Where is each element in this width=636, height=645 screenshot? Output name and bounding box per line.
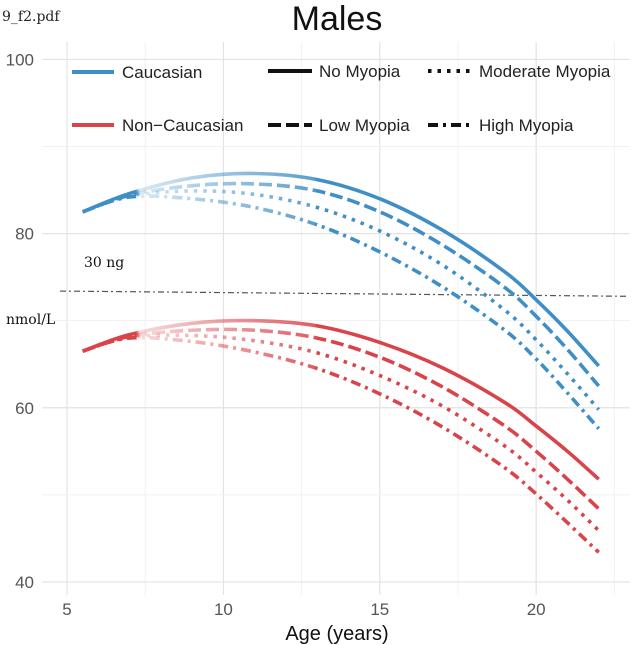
series-line-caucasian-low-myopia — [82, 181, 601, 388]
series-line-non-caucasian-moderate-myopia — [82, 333, 600, 532]
reference-line-group — [59, 290, 629, 297]
y-tick-label: 80 — [15, 225, 34, 244]
x-tick-label: 10 — [214, 600, 233, 619]
legend-label-caucasian: Caucasian — [122, 63, 202, 82]
legend: Caucasian Non−Caucasian No Myopia Low My… — [72, 62, 611, 135]
axes: 5 10 15 20 40 60 80 100 — [6, 50, 546, 619]
x-axis-title: Age (years) — [285, 623, 388, 645]
legend-label-moderate-myopia: Moderate Myopia — [479, 62, 611, 81]
series-line-caucasian-moderate-myopia — [82, 189, 601, 411]
y-unit-label: nmol/L — [6, 312, 55, 328]
reference-line — [59, 290, 629, 297]
series-line-non-caucasian-low-myopia — [82, 327, 600, 511]
series-line-non-caucasian-no-myopia — [82, 318, 600, 481]
series-line-non-caucasian-high-myopia — [82, 335, 600, 554]
legend-label-no-myopia: No Myopia — [319, 62, 401, 81]
legend-label-high-myopia: High Myopia — [479, 116, 574, 135]
series-group — [82, 171, 601, 554]
y-tick-label: 60 — [15, 399, 34, 418]
x-tick-label: 5 — [62, 600, 71, 619]
legend-label-low-myopia: Low Myopia — [319, 116, 410, 135]
x-tick-label: 15 — [370, 600, 389, 619]
legend-label-non-caucasian: Non−Caucasian — [122, 116, 243, 135]
series-line-caucasian-no-myopia — [82, 171, 601, 368]
y-tick-label: 40 — [15, 573, 34, 592]
y-tick-label: 100 — [6, 50, 34, 69]
file-name-label: 9_f2.pdf — [2, 9, 60, 25]
x-tick-label: 20 — [527, 600, 546, 619]
chart-title: Males — [292, 0, 383, 38]
reference-line-label: 30 ng — [84, 255, 124, 271]
series-line-caucasian-high-myopia — [82, 194, 601, 430]
